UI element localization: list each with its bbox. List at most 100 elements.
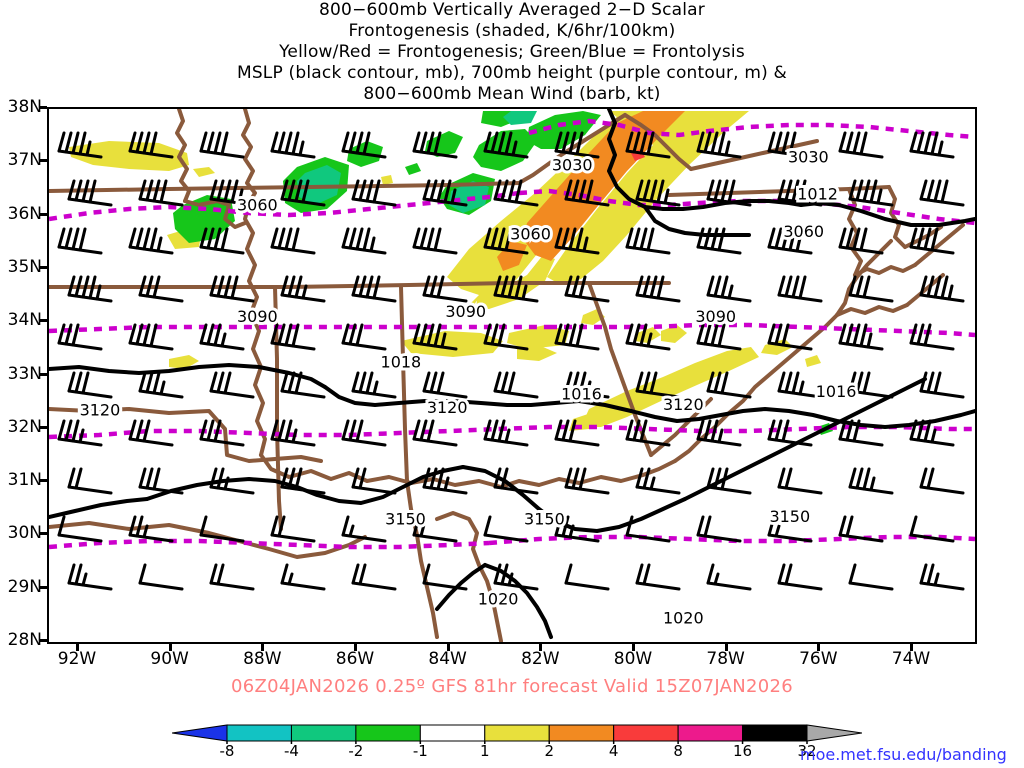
title-line-3: Yellow/Red = Frontogenesis; Green/Blue =… — [279, 42, 745, 62]
y-axis-label: 28N — [7, 630, 42, 650]
x-axis-label: 84W — [428, 649, 467, 669]
wind-barb — [209, 371, 255, 399]
wind-barb — [564, 275, 610, 303]
x-axis-tick — [539, 644, 543, 651]
height-contour-label-text: 3120 — [80, 400, 121, 419]
x-axis-tick — [76, 644, 79, 651]
forecast-caption: 06Z04JAN2026 0.25º GFS 81hr forecast Val… — [230, 676, 794, 697]
x-axis-label: 76W — [799, 649, 838, 669]
wind-barb — [696, 227, 742, 255]
wind-barb — [848, 179, 894, 207]
colorbar-tick: 1 — [479, 742, 490, 760]
wind-barb — [706, 179, 752, 207]
title-line-2: Frontogenesis (shaded, K/6hr/100km) — [348, 21, 676, 41]
colorbar-band — [226, 724, 292, 742]
x-axis-label: 90W — [150, 649, 189, 669]
x-axis-label: 78W — [706, 649, 745, 669]
wind-barb — [564, 467, 610, 495]
wind-barbs — [57, 131, 965, 591]
y-axis-label: 34N — [7, 310, 42, 331]
wind-barb — [493, 275, 539, 303]
wind-barb — [199, 419, 245, 447]
map-plot-area[interactable]: 1018 1018 1016 1016 1016 1016 1012 1012 1020 1020… — [47, 107, 977, 644]
wind-barb — [777, 467, 823, 495]
x-axis-label: 88W — [243, 649, 282, 669]
svg-text:3090: 3090 — [695, 307, 736, 326]
title-line-1: 800−600mb Vertically Averaged 2−D Scalar — [319, 0, 705, 20]
wind-barb — [422, 179, 468, 207]
wind-barb — [422, 371, 468, 399]
wind-barb — [199, 323, 245, 351]
y-axis-tick — [39, 159, 47, 163]
wind-barb — [848, 371, 894, 399]
wind-barb — [67, 179, 113, 207]
chart-title-block: 800−600mb Vertically Averaged 2−D Scalar… — [0, 0, 1024, 105]
wind-barb — [138, 467, 184, 495]
y-axis-tick — [39, 212, 47, 216]
wind-barb — [412, 515, 458, 543]
wind-barb — [696, 419, 742, 447]
y-axis-tick — [39, 425, 47, 429]
svg-text:3060: 3060 — [783, 222, 824, 241]
height-contour-label-text: 3090 — [695, 307, 736, 326]
wind-barb — [422, 275, 468, 303]
wind-barb — [128, 515, 174, 543]
colorbar-band — [290, 724, 357, 742]
wind-barb — [706, 371, 752, 399]
wind-barb — [341, 515, 387, 543]
colorbar[interactable]: -8 -4 -2 -1 1 2 4 8 16 32 — [172, 722, 862, 766]
wind-barb — [280, 275, 326, 303]
wind-barb — [483, 419, 529, 447]
height-contour-label-text: 3150 — [385, 510, 426, 529]
colorbar-under-arrow — [172, 724, 228, 742]
colorbar-tick: 2 — [544, 742, 554, 760]
wind-barb — [635, 467, 681, 495]
title-line-4: MSLP (black contour, mb), 700mb height (… — [236, 63, 788, 83]
mslp-contour-label-text: 1018 — [381, 353, 422, 372]
height-contour-label-text: 3150 — [769, 507, 810, 526]
wind-barb — [351, 275, 397, 303]
svg-text:3060: 3060 — [510, 225, 551, 244]
wind-barb — [554, 131, 600, 159]
wind-barb — [554, 515, 600, 543]
wind-barb — [848, 275, 894, 303]
wind-barb — [422, 467, 468, 495]
colorbar-band — [677, 724, 744, 742]
y-axis-label: 35N — [7, 256, 42, 277]
wind-barb — [838, 131, 884, 159]
y-axis-tick — [39, 265, 47, 269]
wind-barb — [706, 275, 752, 303]
wind-barb — [635, 563, 681, 591]
wind-barb — [696, 515, 742, 543]
svg-text:1018: 1018 — [381, 353, 422, 372]
wind-barb — [493, 179, 539, 207]
wind-barb — [777, 371, 823, 399]
colorbar-band — [613, 724, 679, 742]
y-axis-label: 29N — [7, 576, 42, 597]
wind-barb — [128, 323, 174, 351]
colorbar-over-arrow — [806, 724, 862, 742]
wind-barb — [270, 515, 316, 543]
wind-barb — [767, 419, 813, 447]
wind-barb — [564, 179, 610, 207]
wind-barb — [138, 275, 184, 303]
wind-barb — [209, 563, 255, 591]
wind-barb — [777, 563, 823, 591]
wind-barb — [919, 275, 965, 303]
wind-barb — [625, 131, 671, 159]
height-contour-label-text: 3090 — [237, 307, 278, 326]
wind-barb — [909, 131, 955, 159]
mslp-contour-label-text: 1016 — [816, 382, 857, 401]
mslp-contour-label-text: 1020 — [663, 608, 704, 627]
watermark-link[interactable]: moe.met.fsu.edu/banding — [800, 745, 1007, 764]
wind-barb — [128, 227, 174, 255]
